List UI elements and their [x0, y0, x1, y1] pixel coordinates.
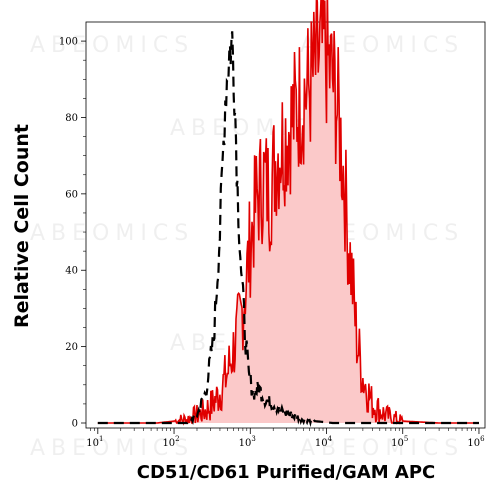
watermark-text: ABEOMICS — [30, 221, 194, 246]
y-tick-label: 60 — [65, 189, 78, 200]
y-tick-label: 40 — [65, 266, 78, 277]
watermark-text: ABEOMICS — [300, 436, 464, 461]
y-axis-label: Relative Cell Count — [11, 124, 33, 328]
plot-frame — [85, 21, 486, 429]
watermark-text: ABEOMICS — [30, 436, 194, 461]
y-tick-label: 100 — [59, 37, 78, 48]
x-tick-label: 104 — [315, 435, 333, 449]
y-tick-label: 0 — [72, 419, 78, 430]
y-tick-label: 20 — [65, 342, 78, 353]
y-tick-label: 80 — [65, 113, 78, 124]
x-tick-label: 102 — [162, 435, 179, 449]
sample-histogram-area — [97, 0, 479, 423]
watermark-text: ABEOMICS — [30, 33, 194, 58]
x-tick-label: 101 — [86, 435, 103, 449]
x-tick-label: 106 — [467, 435, 485, 449]
x-axis-label: CD51/CD61 Purified/GAM APC — [137, 462, 436, 483]
sample-histogram-line — [97, 0, 479, 426]
y-axis: 0 20 40 60 80 100 — [59, 37, 86, 430]
x-axis: 101 102 103 104 105 106 — [86, 428, 485, 449]
x-tick-label: 103 — [239, 435, 256, 449]
isotype-control-line — [97, 31, 479, 428]
x-tick-label: 105 — [391, 435, 408, 449]
